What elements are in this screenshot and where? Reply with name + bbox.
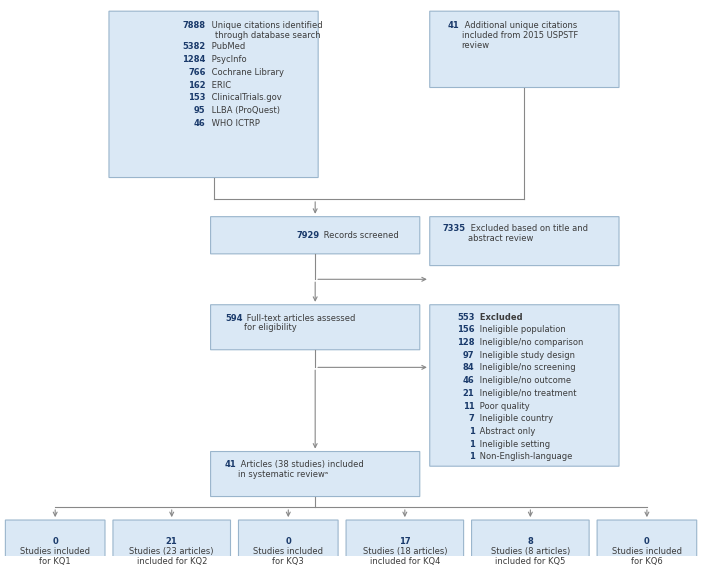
Text: 153: 153 <box>188 94 206 103</box>
FancyBboxPatch shape <box>430 304 619 466</box>
Text: ClinicalTrials.gov: ClinicalTrials.gov <box>209 94 281 103</box>
Text: 8: 8 <box>528 537 533 546</box>
Text: Full-text articles assessed: Full-text articles assessed <box>244 314 356 323</box>
Text: included for KQ5: included for KQ5 <box>495 557 566 566</box>
Text: 156: 156 <box>457 325 475 335</box>
Text: 1: 1 <box>468 452 475 462</box>
Text: Excluded based on title and: Excluded based on title and <box>468 225 587 234</box>
Text: ERIC: ERIC <box>209 81 231 90</box>
Text: 162: 162 <box>188 81 206 90</box>
FancyBboxPatch shape <box>430 11 619 87</box>
Text: Ineligible/no comparison: Ineligible/no comparison <box>476 338 583 347</box>
Text: Unique citations identified: Unique citations identified <box>209 21 322 30</box>
Text: 1: 1 <box>468 440 475 448</box>
Text: for KQ3: for KQ3 <box>273 557 304 566</box>
FancyBboxPatch shape <box>210 451 420 497</box>
Text: 7929: 7929 <box>296 231 319 240</box>
Text: 41: 41 <box>225 460 236 469</box>
Text: Articles (38 studies) included: Articles (38 studies) included <box>239 460 364 469</box>
Text: Ineligible population: Ineligible population <box>476 325 566 335</box>
Text: for KQ1: for KQ1 <box>39 557 71 566</box>
FancyBboxPatch shape <box>471 520 589 567</box>
Text: 21: 21 <box>166 537 178 546</box>
Text: 0: 0 <box>52 537 58 546</box>
Text: included for KQ2: included for KQ2 <box>136 557 207 566</box>
Text: 128: 128 <box>457 338 475 347</box>
Text: for KQ6: for KQ6 <box>631 557 663 566</box>
FancyBboxPatch shape <box>346 520 463 567</box>
Text: Abstract only: Abstract only <box>476 427 535 436</box>
Text: Poor quality: Poor quality <box>476 401 529 411</box>
Text: 41: 41 <box>448 21 460 30</box>
FancyBboxPatch shape <box>5 520 105 567</box>
Text: LLBA (ProQuest): LLBA (ProQuest) <box>209 106 280 115</box>
Text: Excluded: Excluded <box>476 312 522 321</box>
Text: 5382: 5382 <box>183 43 206 52</box>
Text: in systematic reviewᵃ: in systematic reviewᵃ <box>239 470 328 479</box>
Text: Cochrane Library: Cochrane Library <box>209 68 283 77</box>
Text: Studies included: Studies included <box>253 547 323 556</box>
Text: Ineligible country: Ineligible country <box>476 414 552 424</box>
Text: 0: 0 <box>644 537 650 546</box>
Text: WHO ICTRP: WHO ICTRP <box>209 119 260 128</box>
FancyBboxPatch shape <box>210 304 420 350</box>
Text: 1: 1 <box>468 427 475 436</box>
Text: 7: 7 <box>469 414 475 424</box>
Text: 0: 0 <box>286 537 291 546</box>
Text: 1284: 1284 <box>182 55 206 64</box>
Text: Studies (23 articles): Studies (23 articles) <box>130 547 214 556</box>
Text: Studies included: Studies included <box>612 547 682 556</box>
Text: for eligibility: for eligibility <box>244 323 297 332</box>
Text: 46: 46 <box>194 119 206 128</box>
Text: Additional unique citations: Additional unique citations <box>462 21 577 30</box>
Text: 553: 553 <box>457 312 475 321</box>
FancyBboxPatch shape <box>113 520 231 567</box>
Text: 17: 17 <box>399 537 410 546</box>
Text: Studies (18 articles): Studies (18 articles) <box>362 547 447 556</box>
Text: 95: 95 <box>194 106 206 115</box>
Text: PubMed: PubMed <box>209 43 245 52</box>
FancyBboxPatch shape <box>109 11 318 177</box>
Text: through database search: through database search <box>215 31 320 40</box>
FancyBboxPatch shape <box>239 520 338 567</box>
Text: 594: 594 <box>225 314 242 323</box>
Text: 46: 46 <box>463 376 475 385</box>
Text: 84: 84 <box>463 363 475 373</box>
FancyBboxPatch shape <box>597 520 697 567</box>
Text: 21: 21 <box>463 389 475 398</box>
Text: review: review <box>462 40 490 49</box>
Text: Ineligible/no treatment: Ineligible/no treatment <box>476 389 576 398</box>
Text: 766: 766 <box>188 68 206 77</box>
Text: Ineligible/no screening: Ineligible/no screening <box>476 363 575 373</box>
Text: included from 2015 USPSTF: included from 2015 USPSTF <box>462 31 578 40</box>
Text: Records screened: Records screened <box>321 231 399 240</box>
Text: Ineligible/no outcome: Ineligible/no outcome <box>476 376 571 385</box>
Text: Ineligible study design: Ineligible study design <box>476 351 574 359</box>
Text: Studies included: Studies included <box>20 547 90 556</box>
Text: included for KQ4: included for KQ4 <box>370 557 440 566</box>
Text: PsycInfo: PsycInfo <box>209 55 246 64</box>
Text: Studies (8 articles): Studies (8 articles) <box>491 547 570 556</box>
Text: Ineligible setting: Ineligible setting <box>476 440 550 448</box>
Text: 7888: 7888 <box>183 21 206 30</box>
FancyBboxPatch shape <box>210 217 420 254</box>
Text: Non-English-language: Non-English-language <box>476 452 572 462</box>
Text: 11: 11 <box>463 401 475 411</box>
FancyBboxPatch shape <box>430 217 619 265</box>
Text: 97: 97 <box>463 351 475 359</box>
Text: 7335: 7335 <box>442 225 465 234</box>
Text: abstract review: abstract review <box>468 234 533 243</box>
